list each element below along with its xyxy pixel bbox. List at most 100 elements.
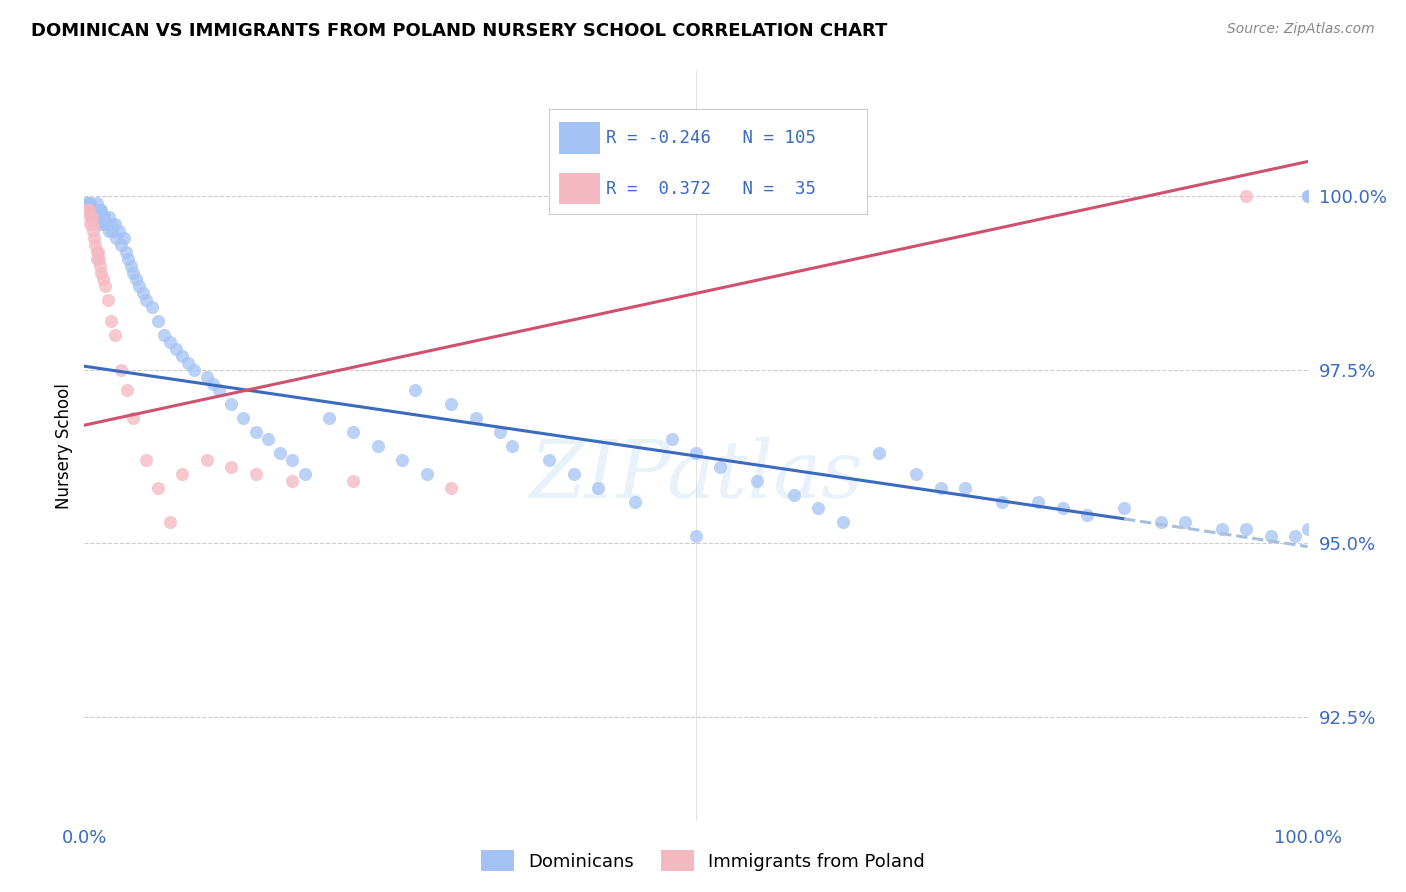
Point bbox=[84, 210, 107, 224]
Point bbox=[87, 210, 110, 224]
Point bbox=[624, 494, 647, 508]
Point bbox=[91, 210, 114, 224]
Text: DOMINICAN VS IMMIGRANTS FROM POLAND NURSERY SCHOOL CORRELATION CHART: DOMINICAN VS IMMIGRANTS FROM POLAND NURS… bbox=[31, 22, 887, 40]
Point bbox=[86, 203, 108, 218]
Point bbox=[77, 203, 100, 218]
Point bbox=[79, 196, 101, 211]
Point bbox=[502, 439, 524, 453]
Point bbox=[97, 293, 120, 308]
Legend: Dominicans, Immigrants from Poland: Dominicans, Immigrants from Poland bbox=[474, 843, 932, 879]
Text: Source: ZipAtlas.com: Source: ZipAtlas.com bbox=[1227, 22, 1375, 37]
Point bbox=[1150, 516, 1173, 530]
Point bbox=[807, 501, 830, 516]
Point bbox=[97, 210, 120, 224]
Point bbox=[82, 210, 104, 224]
Point bbox=[86, 210, 108, 224]
Point bbox=[82, 217, 104, 231]
Point bbox=[120, 259, 142, 273]
Point bbox=[318, 411, 340, 425]
Point bbox=[294, 467, 316, 481]
Y-axis label: Nursery School: Nursery School bbox=[55, 383, 73, 509]
Point bbox=[86, 252, 108, 266]
Point bbox=[89, 259, 111, 273]
Point bbox=[77, 196, 100, 211]
Point bbox=[146, 481, 169, 495]
Point bbox=[219, 459, 242, 474]
Point bbox=[84, 237, 107, 252]
Point bbox=[82, 203, 104, 218]
Point bbox=[87, 203, 110, 218]
Point bbox=[165, 342, 187, 356]
Point bbox=[135, 453, 157, 467]
Point bbox=[89, 203, 111, 218]
Point bbox=[464, 411, 486, 425]
Point bbox=[87, 210, 110, 224]
Point bbox=[342, 425, 364, 439]
Point bbox=[77, 203, 100, 218]
Point bbox=[122, 411, 145, 425]
Point bbox=[342, 474, 364, 488]
Point bbox=[177, 356, 200, 370]
Point bbox=[208, 384, 231, 398]
Point bbox=[83, 210, 105, 224]
Point bbox=[89, 210, 111, 224]
Point bbox=[1236, 189, 1258, 203]
Point bbox=[172, 349, 194, 363]
Point bbox=[100, 217, 122, 231]
Point bbox=[269, 446, 291, 460]
Point bbox=[115, 384, 138, 398]
Point bbox=[1211, 522, 1233, 536]
Point bbox=[80, 203, 103, 218]
Point bbox=[245, 467, 267, 481]
Point bbox=[183, 362, 205, 376]
Point bbox=[128, 279, 150, 293]
Point bbox=[172, 467, 194, 481]
Point bbox=[77, 203, 100, 218]
Point bbox=[87, 252, 110, 266]
Point bbox=[1114, 501, 1136, 516]
Point bbox=[869, 446, 891, 460]
Point bbox=[104, 328, 127, 343]
Point bbox=[83, 203, 105, 218]
Point bbox=[79, 203, 101, 218]
Point bbox=[122, 266, 145, 280]
Point bbox=[1076, 508, 1098, 523]
Point bbox=[86, 196, 108, 211]
Point bbox=[562, 467, 585, 481]
Point bbox=[84, 203, 107, 218]
Point bbox=[404, 384, 426, 398]
Point bbox=[76, 196, 98, 211]
Point bbox=[905, 467, 928, 481]
Point bbox=[93, 210, 115, 224]
Point bbox=[1296, 189, 1319, 203]
Point bbox=[281, 474, 304, 488]
Point bbox=[586, 481, 609, 495]
Point bbox=[685, 529, 707, 543]
Point bbox=[440, 397, 463, 411]
Point bbox=[80, 210, 103, 224]
Point bbox=[125, 272, 148, 286]
Point bbox=[391, 453, 413, 467]
Point bbox=[82, 224, 104, 238]
Point bbox=[195, 369, 218, 384]
Text: ZIPatlas: ZIPatlas bbox=[529, 437, 863, 515]
Point bbox=[219, 397, 242, 411]
Point bbox=[489, 425, 512, 439]
Point bbox=[105, 231, 128, 245]
Point bbox=[1296, 522, 1319, 536]
Point bbox=[195, 453, 218, 467]
Point bbox=[97, 217, 120, 231]
Point bbox=[90, 266, 112, 280]
Point bbox=[831, 516, 853, 530]
Point bbox=[661, 432, 683, 446]
Point bbox=[1296, 189, 1319, 203]
Point bbox=[112, 231, 135, 245]
Point bbox=[929, 481, 952, 495]
Point bbox=[1174, 516, 1197, 530]
Point bbox=[110, 362, 132, 376]
Point bbox=[132, 286, 155, 301]
Point bbox=[367, 439, 389, 453]
Point bbox=[747, 474, 769, 488]
Point bbox=[100, 314, 122, 328]
Point bbox=[1284, 529, 1306, 543]
